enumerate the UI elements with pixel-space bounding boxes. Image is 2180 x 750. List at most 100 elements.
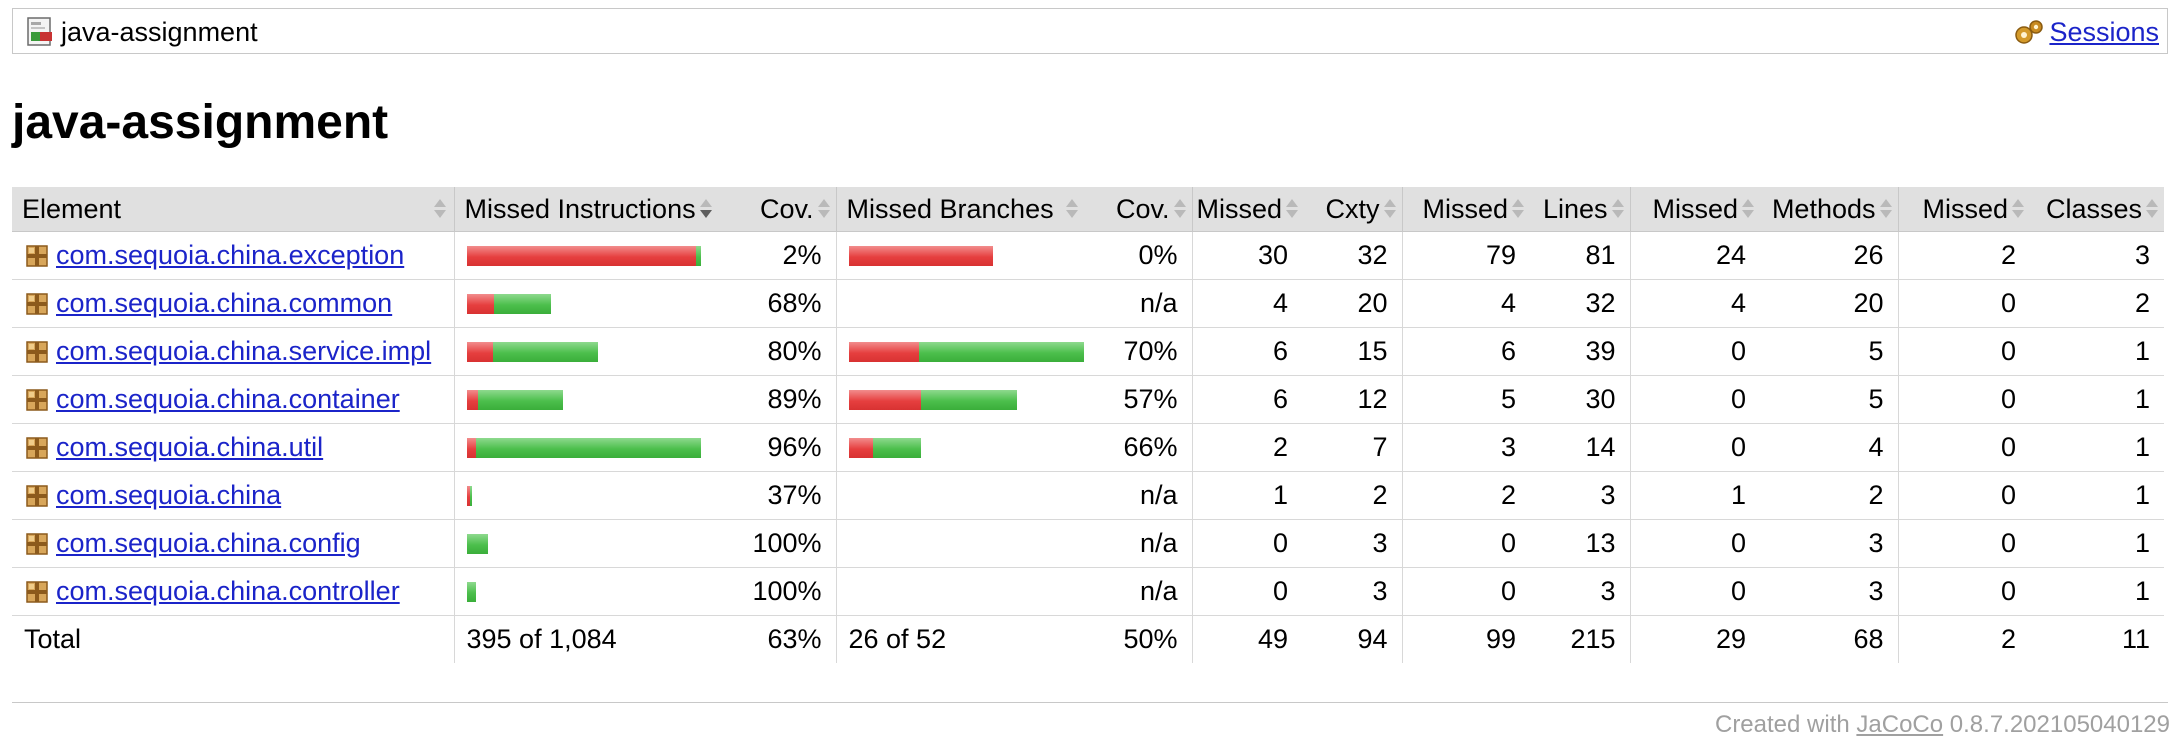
- breadcrumb-left: java-assignment: [25, 17, 258, 47]
- branch-bar-cell: [835, 471, 1085, 520]
- branch-coverage-bar: [849, 486, 1085, 506]
- sort-icon: [1610, 198, 1626, 220]
- header-missed-cxty[interactable]: Missed: [1191, 187, 1302, 232]
- header-missed-lines[interactable]: Missed: [1401, 187, 1530, 232]
- total-instructions: 395 of 1,084: [453, 615, 720, 663]
- header-classes[interactable]: Classes: [2030, 187, 2164, 232]
- missed-cxty-cell: 6: [1191, 375, 1302, 424]
- instr-cov-cell: 37%: [720, 471, 836, 520]
- package-link[interactable]: com.sequoia.china.config: [56, 528, 361, 558]
- lines-cell: 32: [1530, 279, 1630, 328]
- instr-coverage-bar: [466, 485, 721, 506]
- total-missed-lines: 99: [1401, 615, 1530, 663]
- package-link[interactable]: com.sequoia.china.controller: [56, 576, 400, 606]
- missed-classes-cell: 0: [1897, 519, 2030, 568]
- total-missed-methods: 29: [1629, 615, 1760, 663]
- instr-bar-cell: [453, 567, 721, 616]
- cxty-cell: 32: [1302, 231, 1402, 280]
- header-methods-label: Methods: [1771, 193, 1876, 224]
- branch-cov-cell: n/a: [1084, 279, 1192, 328]
- branch-cov-cell: n/a: [1084, 471, 1192, 520]
- instr-missed-bar: [466, 293, 494, 314]
- header-element[interactable]: Element: [12, 187, 454, 232]
- element-cell: com.sequoia.china.service.impl: [12, 327, 454, 376]
- missed-classes-cell: 0: [1897, 375, 2030, 424]
- header-branch-cov[interactable]: Cov.: [1084, 187, 1192, 232]
- header-missed-classes[interactable]: Missed: [1897, 187, 2030, 232]
- instr-bar-cell: [453, 423, 720, 472]
- package-link[interactable]: com.sequoia.china.common: [56, 288, 393, 318]
- sort-icon: [816, 198, 832, 220]
- total-missed-cxty: 49: [1191, 615, 1302, 663]
- instr-covered-bar: [475, 437, 701, 458]
- total-lines: 215: [1570, 624, 1616, 654]
- branch-covered-bar: [872, 437, 921, 458]
- header-missed-branches[interactable]: Missed Branches: [835, 187, 1084, 232]
- package-link[interactable]: com.sequoia.china.exception: [56, 240, 405, 270]
- header-missed-methods[interactable]: Missed: [1629, 187, 1760, 232]
- lines-cell: 81: [1530, 231, 1630, 280]
- package-link[interactable]: com.sequoia.china.container: [56, 384, 400, 414]
- methods-cell: 3: [1760, 567, 1898, 616]
- table-header-row: Element Missed Instructions Cov. Missed …: [12, 187, 2164, 232]
- methods-cell: 26: [1760, 231, 1898, 280]
- package-link[interactable]: com.sequoia.china.service.impl: [56, 336, 432, 366]
- instr-cov-cell: 100%: [720, 567, 836, 616]
- table-row: com.sequoia.china.config 100% n/a 0 3 0 13 0 3 0 1: [12, 519, 2164, 568]
- jacoco-link[interactable]: JaCoCo: [1856, 711, 1944, 738]
- total-methods: 68: [1853, 624, 1884, 654]
- instr-bar-cell: [453, 519, 720, 568]
- table-row: com.sequoia.china.container 89% 57% 6 12 5 30 0…: [12, 375, 2164, 424]
- package-link[interactable]: com.sequoia.china: [56, 480, 282, 510]
- element-cell: com.sequoia.china.controller: [12, 567, 454, 616]
- header-missed-instructions[interactable]: Missed Instructions: [453, 187, 720, 232]
- lines-cell: 3: [1530, 471, 1630, 520]
- missed-cxty-cell: 2: [1191, 423, 1302, 472]
- missed-lines-cell: 2: [1401, 471, 1530, 520]
- branch-bar-cell: [835, 519, 1084, 568]
- package-link[interactable]: com.sequoia.china.util: [56, 432, 324, 462]
- classes-cell: 1: [2030, 471, 2164, 520]
- lines-cell: 39: [1530, 327, 1630, 376]
- instr-covered-bar: [695, 245, 701, 266]
- instr-bar-cell: [453, 375, 720, 424]
- sessions-link[interactable]: Sessions: [2049, 17, 2159, 47]
- branch-cov-cell: 57%: [1084, 375, 1192, 424]
- missed-cxty-cell: 4: [1191, 279, 1302, 328]
- missed-cxty-cell: 1: [1191, 471, 1302, 520]
- header-cxty[interactable]: Cxty: [1302, 187, 1402, 232]
- branch-coverage-bar: [849, 582, 1085, 602]
- classes-cell: 2: [2030, 279, 2164, 328]
- classes-cell: 1: [2030, 423, 2164, 472]
- report-icon: [27, 17, 52, 46]
- lines-cell: 14: [1530, 423, 1630, 472]
- header-methods[interactable]: Methods: [1760, 187, 1898, 232]
- cxty-cell: 12: [1302, 375, 1402, 424]
- header-missed-cxty-label: Missed: [1196, 193, 1283, 224]
- branch-bar-cell: [835, 231, 1084, 280]
- header-missed-classes-label: Missed: [1922, 193, 2008, 224]
- branch-covered-bar: [919, 341, 1084, 362]
- missed-cxty-cell: 6: [1191, 327, 1302, 376]
- missed-classes-cell: 0: [1897, 567, 2030, 616]
- package-icon: [26, 292, 48, 315]
- sort-icon: [1064, 198, 1078, 220]
- breadcrumb-right: Sessions: [2013, 17, 2159, 47]
- table-row: com.sequoia.china.controller 100% n/a 0 3 0 3 0…: [12, 567, 2164, 616]
- footer: Created with JaCoCo 0.8.7.202105040129: [1715, 711, 2170, 739]
- footer-created-with: Created with: [1714, 711, 1850, 738]
- branch-coverage-bar: [848, 389, 1085, 410]
- cxty-cell: 3: [1302, 519, 1402, 568]
- instr-covered-bar: [477, 389, 563, 410]
- breadcrumb-title: java-assignment: [61, 17, 258, 47]
- package-icon: [26, 580, 48, 603]
- cxty-cell: 2: [1302, 471, 1402, 520]
- branch-cov-cell: 0%: [1084, 231, 1192, 280]
- header-instr-cov[interactable]: Cov.: [720, 187, 836, 232]
- branch-bar-cell: [835, 567, 1085, 616]
- branch-coverage-bar: [848, 341, 1084, 362]
- instr-bar-cell: [453, 471, 721, 520]
- instr-bar-cell: [453, 231, 720, 280]
- instr-coverage-bar: [466, 581, 721, 602]
- header-lines[interactable]: Lines: [1530, 187, 1630, 232]
